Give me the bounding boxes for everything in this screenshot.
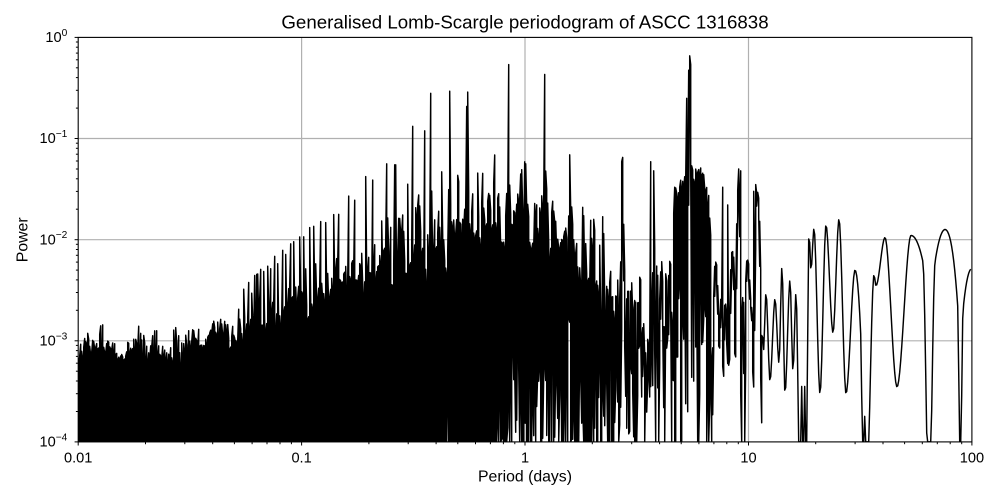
svg-text:Power: Power xyxy=(14,217,31,262)
svg-text:−3: −3 xyxy=(56,331,68,342)
svg-text:10: 10 xyxy=(45,30,61,46)
svg-text:10: 10 xyxy=(39,131,55,147)
svg-text:100: 100 xyxy=(960,450,984,466)
svg-text:10: 10 xyxy=(39,334,55,350)
svg-text:0: 0 xyxy=(62,28,68,39)
svg-text:10: 10 xyxy=(39,232,55,248)
svg-text:−2: −2 xyxy=(56,230,68,241)
svg-text:1: 1 xyxy=(521,450,529,466)
svg-text:Generalised Lomb-Scargle perio: Generalised Lomb-Scargle periodogram of … xyxy=(281,11,768,32)
svg-text:0.1: 0.1 xyxy=(291,450,311,466)
svg-text:Period (days): Period (days) xyxy=(478,469,572,486)
svg-text:−1: −1 xyxy=(56,129,68,140)
svg-text:−4: −4 xyxy=(56,433,68,444)
svg-text:0.01: 0.01 xyxy=(64,450,92,466)
svg-text:10: 10 xyxy=(39,435,55,451)
svg-text:10: 10 xyxy=(740,450,756,466)
